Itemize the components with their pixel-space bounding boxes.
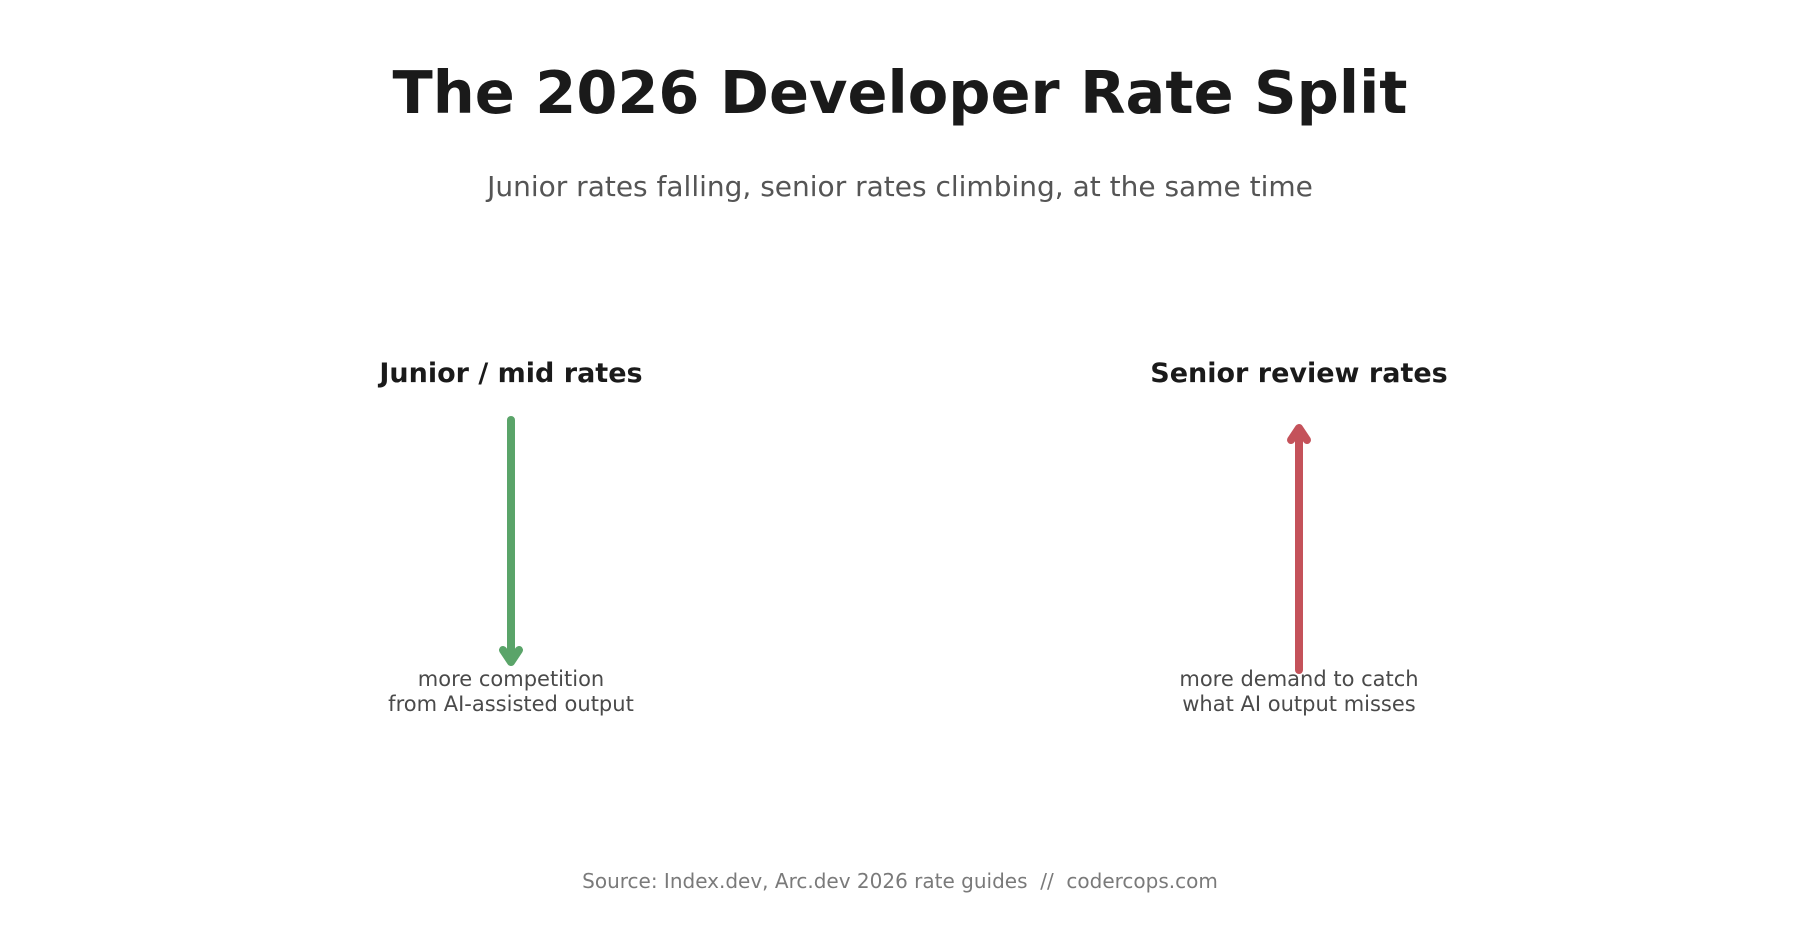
up-arrow-icon xyxy=(1287,424,1311,674)
senior-note-line-2: what AI output misses xyxy=(1182,692,1416,716)
junior-note-line-1: more competition xyxy=(417,667,605,691)
page-subtitle: Junior rates falling, senior rates climb… xyxy=(487,170,1313,203)
senior-note-line-1: more demand to catch xyxy=(1179,667,1419,691)
source-footnote: Source: Index.dev, Arc.dev 2026 rate gui… xyxy=(582,869,1218,893)
junior-rates-label: Junior / mid rates xyxy=(379,358,643,389)
senior-rates-label: Senior review rates xyxy=(1150,358,1448,389)
junior-note-line-2: from AI-assisted output xyxy=(388,692,634,716)
down-arrow-icon xyxy=(499,416,523,666)
senior-rates-note: more demand to catch what AI output miss… xyxy=(1049,667,1549,717)
junior-rates-note: more competition from AI-assisted output xyxy=(261,667,761,717)
page-title: The 2026 Developer Rate Split xyxy=(392,58,1408,127)
